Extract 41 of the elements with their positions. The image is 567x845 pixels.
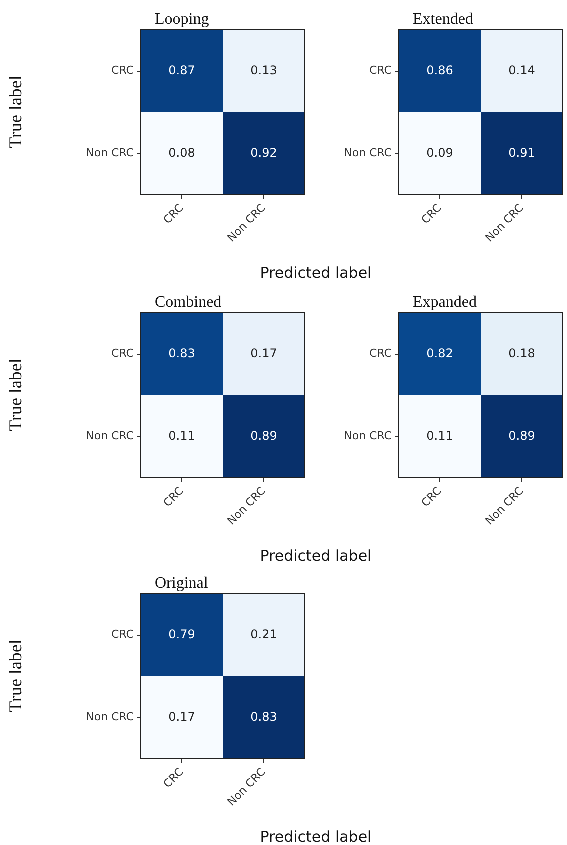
y-tick-label: Non CRC [86,710,134,724]
y-tick-label: CRC [370,347,392,360]
data-label: 0.89 [508,428,536,443]
data-label: 0.86 [426,63,454,78]
data-label: 0.89 [250,428,278,443]
chart-title: Extended [413,11,474,28]
data-label: 0.87 [168,63,196,78]
y-axis-title: True label [6,640,26,712]
y-tick-label: Non CRC [344,430,392,443]
data-label: 0.17 [250,346,278,360]
data-label: 0.83 [250,710,278,724]
y-tick-label: Non CRC [86,430,134,443]
y-axis-title: True label [6,76,26,148]
data-label: 0.83 [168,346,196,360]
data-label: 0.11 [168,428,196,443]
data-label: 0.91 [508,146,536,160]
data-label: 0.11 [426,428,454,443]
data-label: 0.82 [426,346,454,360]
data-label: 0.18 [508,346,536,360]
chart-title: Combined [155,294,222,311]
y-tick-label: CRC [370,64,392,78]
data-label: 0.09 [426,146,454,160]
data-label: 0.79 [168,627,196,642]
x-axis-title: Predicted label [260,264,372,282]
data-label: 0.92 [250,146,278,160]
y-tick-label: CRC [112,347,134,360]
y-tick-label: Non CRC [344,146,392,160]
chart-title: Looping [155,11,210,28]
data-label: 0.13 [250,63,278,78]
y-tick-label: Non CRC [86,146,134,160]
x-axis-title: Predicted label [260,547,372,565]
y-tick-label: CRC [112,628,134,642]
data-label: 0.14 [508,63,536,78]
x-axis-title: Predicted label [260,828,372,845]
chart-title: Original [155,575,209,592]
data-label: 0.21 [250,627,278,642]
y-tick-label: CRC [112,64,134,78]
y-axis-title: True label [6,358,26,432]
data-label: 0.17 [168,710,196,724]
data-label: 0.08 [168,146,196,160]
chart-title: Expanded [413,294,477,311]
